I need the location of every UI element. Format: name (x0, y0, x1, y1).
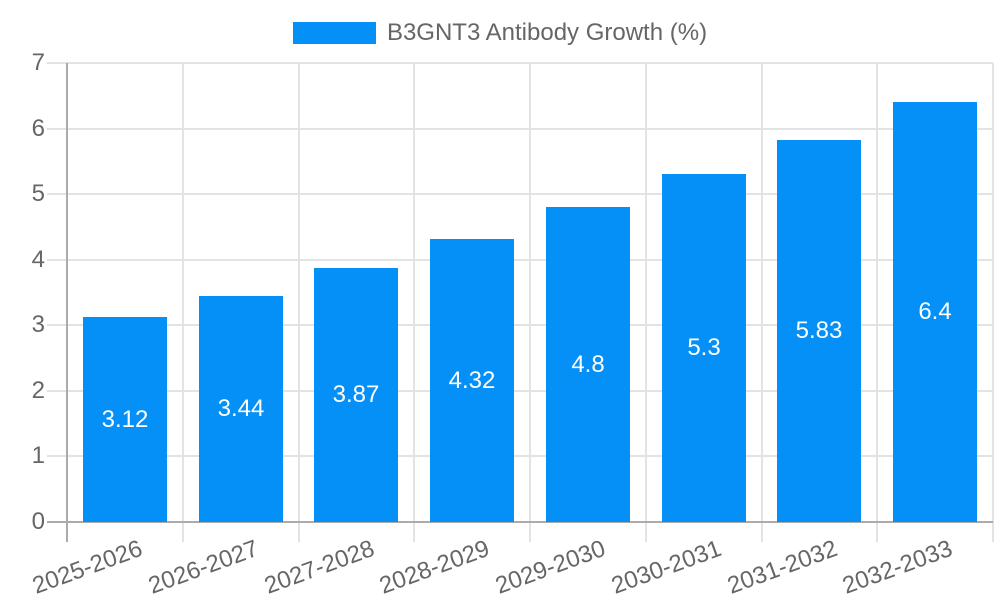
y-axis-label: 5 (31, 180, 45, 207)
x-axis-label: 2026-2027 (144, 535, 262, 600)
y-axis-tick (47, 259, 67, 261)
x-axis-label: 2032-2033 (839, 535, 957, 600)
x-axis-tick (992, 522, 994, 542)
bar[interactable] (546, 207, 630, 522)
v-gridline (761, 63, 763, 522)
legend-swatch (292, 22, 376, 44)
x-axis-baseline (67, 521, 993, 523)
y-axis-label: 0 (31, 508, 45, 535)
bar[interactable] (314, 268, 398, 522)
y-axis-tick (47, 324, 67, 326)
bar[interactable] (893, 102, 977, 522)
x-axis-tick (298, 522, 300, 542)
bar-value-label: 5.3 (687, 334, 721, 361)
y-axis-tick (47, 521, 67, 523)
x-axis-tick (529, 522, 531, 542)
x-axis-label: 2031-2032 (723, 535, 841, 600)
bar-value-label: 6.4 (918, 298, 952, 325)
bar[interactable] (777, 140, 861, 522)
v-gridline (298, 63, 300, 522)
y-axis-tick (47, 128, 67, 130)
v-gridline (182, 63, 184, 522)
y-axis-label: 7 (31, 49, 45, 76)
v-gridline (529, 63, 531, 522)
x-axis-tick (413, 522, 415, 542)
bar-value-label: 4.32 (448, 367, 496, 394)
x-axis-label: 2029-2030 (492, 535, 610, 600)
bar-value-label: 3.44 (217, 395, 265, 422)
legend-label: B3GNT3 Antibody Growth (%) (386, 19, 708, 46)
bar-value-label: 5.83 (795, 317, 843, 344)
v-gridline (66, 63, 68, 522)
y-axis-label: 1 (31, 442, 45, 469)
x-axis-label: 2030-2031 (607, 535, 725, 600)
x-axis-label: 2028-2029 (376, 535, 494, 600)
x-axis-tick (645, 522, 647, 542)
y-axis-tick (47, 193, 67, 195)
chart-legend[interactable]: B3GNT3 Antibody Growth (%) (0, 18, 1000, 48)
bar[interactable] (199, 296, 283, 522)
y-axis-tick (47, 62, 67, 64)
y-axis-label: 2 (31, 377, 45, 404)
y-axis-tick (47, 455, 67, 457)
x-axis-tick (761, 522, 763, 542)
bar-value-label: 4.8 (571, 351, 605, 378)
x-axis-tick (182, 522, 184, 542)
v-gridline (645, 63, 647, 522)
bar-value-label: 3.12 (101, 406, 149, 433)
bar[interactable] (430, 239, 514, 522)
x-axis-tick (66, 522, 68, 542)
bar-value-label: 3.87 (332, 381, 380, 408)
v-gridline (876, 63, 878, 522)
v-gridline (413, 63, 415, 522)
bar[interactable] (662, 174, 746, 522)
bar[interactable] (83, 317, 167, 522)
v-gridline (992, 63, 994, 522)
y-axis-label: 4 (31, 246, 45, 273)
x-axis-tick (876, 522, 878, 542)
x-axis-label: 2027-2028 (260, 535, 378, 600)
x-axis-label: 2025-2026 (29, 535, 147, 600)
y-axis-tick (47, 390, 67, 392)
y-axis-label: 3 (31, 311, 45, 338)
y-axis-label: 6 (31, 115, 45, 142)
